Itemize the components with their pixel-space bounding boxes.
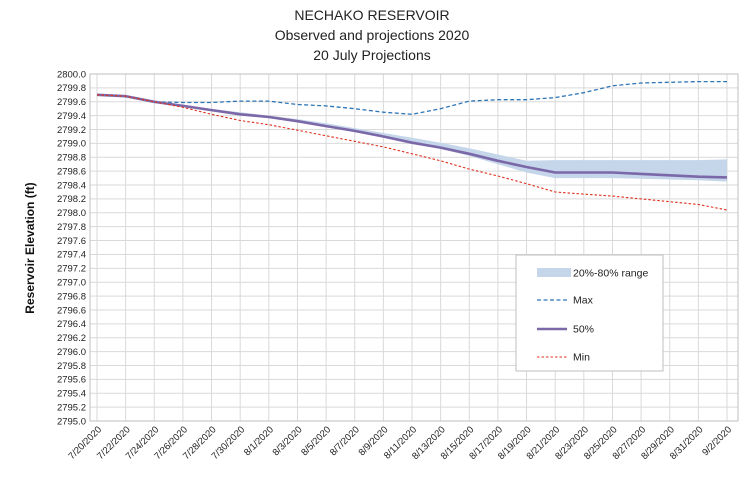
y-tick-label: 2797.2 xyxy=(57,264,86,275)
gridlines xyxy=(90,73,738,422)
y-tick-label: 2800.0 xyxy=(57,69,86,80)
y-tick-label: 2796.0 xyxy=(57,347,86,358)
legend-swatch-range xyxy=(537,268,571,277)
y-tick-label: 2795.8 xyxy=(57,361,86,372)
y-tick-label: 2795.4 xyxy=(57,389,86,400)
chart-title-line-2: Observed and projections 2020 xyxy=(275,27,470,43)
chart-title-line-3: 20 July Projections xyxy=(313,47,431,63)
y-tick-label: 2798.0 xyxy=(57,208,86,219)
y-tick-label: 2798.2 xyxy=(57,194,86,205)
x-axis-ticks: 7/20/20207/22/20207/24/20207/26/20207/28… xyxy=(66,424,734,462)
y-tick-label: 2799.6 xyxy=(57,97,86,108)
y-tick-label: 2797.6 xyxy=(57,236,86,247)
range-band-group xyxy=(97,94,727,182)
chart-title-line-1: NECHAKO RESERVOIR xyxy=(294,7,449,23)
plot-area-border xyxy=(89,73,739,422)
y-axis-label: Reservoir Elevation (ft) xyxy=(23,182,37,313)
y-tick-label: 2797.4 xyxy=(57,250,86,261)
y-tick-label: 2795.0 xyxy=(57,416,86,427)
y-tick-label: 2799.2 xyxy=(57,125,86,136)
y-tick-label: 2798.4 xyxy=(57,180,86,191)
y-tick-label: 2799.4 xyxy=(57,111,86,122)
legend-label-median: 50% xyxy=(573,324,594,336)
series-line-min xyxy=(96,94,728,211)
x-tick-label: 8/3/2020 xyxy=(271,424,305,458)
y-tick-label: 2798.8 xyxy=(57,153,86,164)
legend-label-range: 20%-80% range xyxy=(573,268,648,280)
y-tick-label: 2795.2 xyxy=(57,402,86,413)
x-tick-label: 8/1/2020 xyxy=(242,424,276,458)
series-lines xyxy=(96,80,728,211)
y-tick-label: 2797.8 xyxy=(57,222,86,233)
x-tick-label: 8/5/2020 xyxy=(299,424,333,458)
series-line-median xyxy=(96,93,728,179)
x-tick-label: 8/7/2020 xyxy=(328,424,362,458)
y-tick-label: 2797.0 xyxy=(57,278,86,289)
y-tick-label: 2799.0 xyxy=(57,139,86,150)
y-tick-label: 2796.6 xyxy=(57,305,86,316)
y-tick-label: 2796.2 xyxy=(57,333,86,344)
range-band-area xyxy=(97,94,727,182)
legend-label-min: Min xyxy=(573,352,590,364)
series-line-max xyxy=(96,80,727,115)
legend-label-max: Max xyxy=(573,295,594,307)
y-tick-label: 2799.8 xyxy=(57,83,86,94)
y-tick-label: 2796.8 xyxy=(57,291,86,302)
y-axis-ticks: 2795.0 2795.2 2795.4 2795.6 2795.8 2796.0 2796… xyxy=(57,69,86,427)
y-tick-label: 2798.6 xyxy=(57,166,86,177)
legend: 20%-80% range Max 50% Min xyxy=(515,254,664,372)
x-tick-label: 9/2/2020 xyxy=(700,424,734,458)
y-tick-label: 2795.6 xyxy=(57,375,86,386)
y-tick-label: 2796.4 xyxy=(57,319,86,330)
